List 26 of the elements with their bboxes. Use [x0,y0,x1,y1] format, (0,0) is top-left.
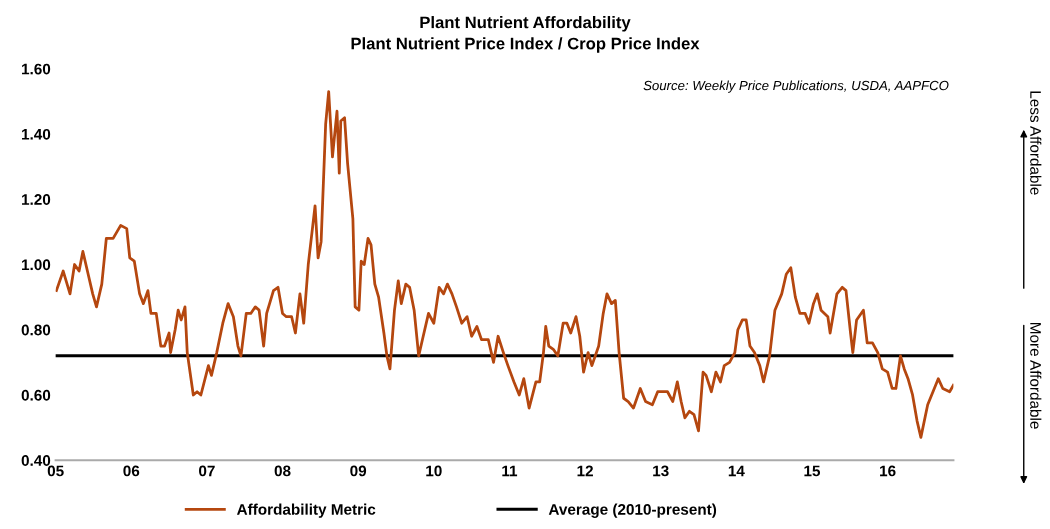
x-tick-label: 12 [577,465,593,477]
x-tick-label: 13 [653,465,669,477]
chart-subtitle: Plant Nutrient Price Index / Crop Price Index [351,37,700,53]
y-tick-label: 0.40 [21,455,51,466]
x-tick-label: 14 [728,465,745,477]
x-tick-label: 09 [350,465,367,477]
y-tick-label: 0.80 [21,324,51,336]
y-tick-label: 1.40 [22,128,51,140]
x-tick-label: 05 [47,465,64,477]
x-tick-label: 11 [502,465,518,477]
y-tick-label: 1.20 [22,194,51,205]
annotation: Source: Weekly Price Publications, USDA, AAPFCO [643,80,949,93]
x-tick-label: 07 [199,465,215,477]
legend-label: Average (2010-present) [548,503,717,518]
y-tick-label: 1.00 [22,259,51,271]
text: Less Affordable [1030,91,1042,195]
x-tick-label: 08 [274,465,291,477]
legend-label: Affordability Metric [236,503,376,518]
x-tick-label: 16 [880,465,896,477]
text: More Affordable [1030,323,1042,429]
y-tick-label: 1.60 [22,63,51,75]
x-tick-label: 06 [123,465,140,477]
x-tick-label: 10 [426,465,442,477]
chart-title: Plant Nutrient Affordability [420,16,631,32]
y-tick-label: 0.60 [21,389,51,401]
x-tick-label: 15 [804,465,821,477]
